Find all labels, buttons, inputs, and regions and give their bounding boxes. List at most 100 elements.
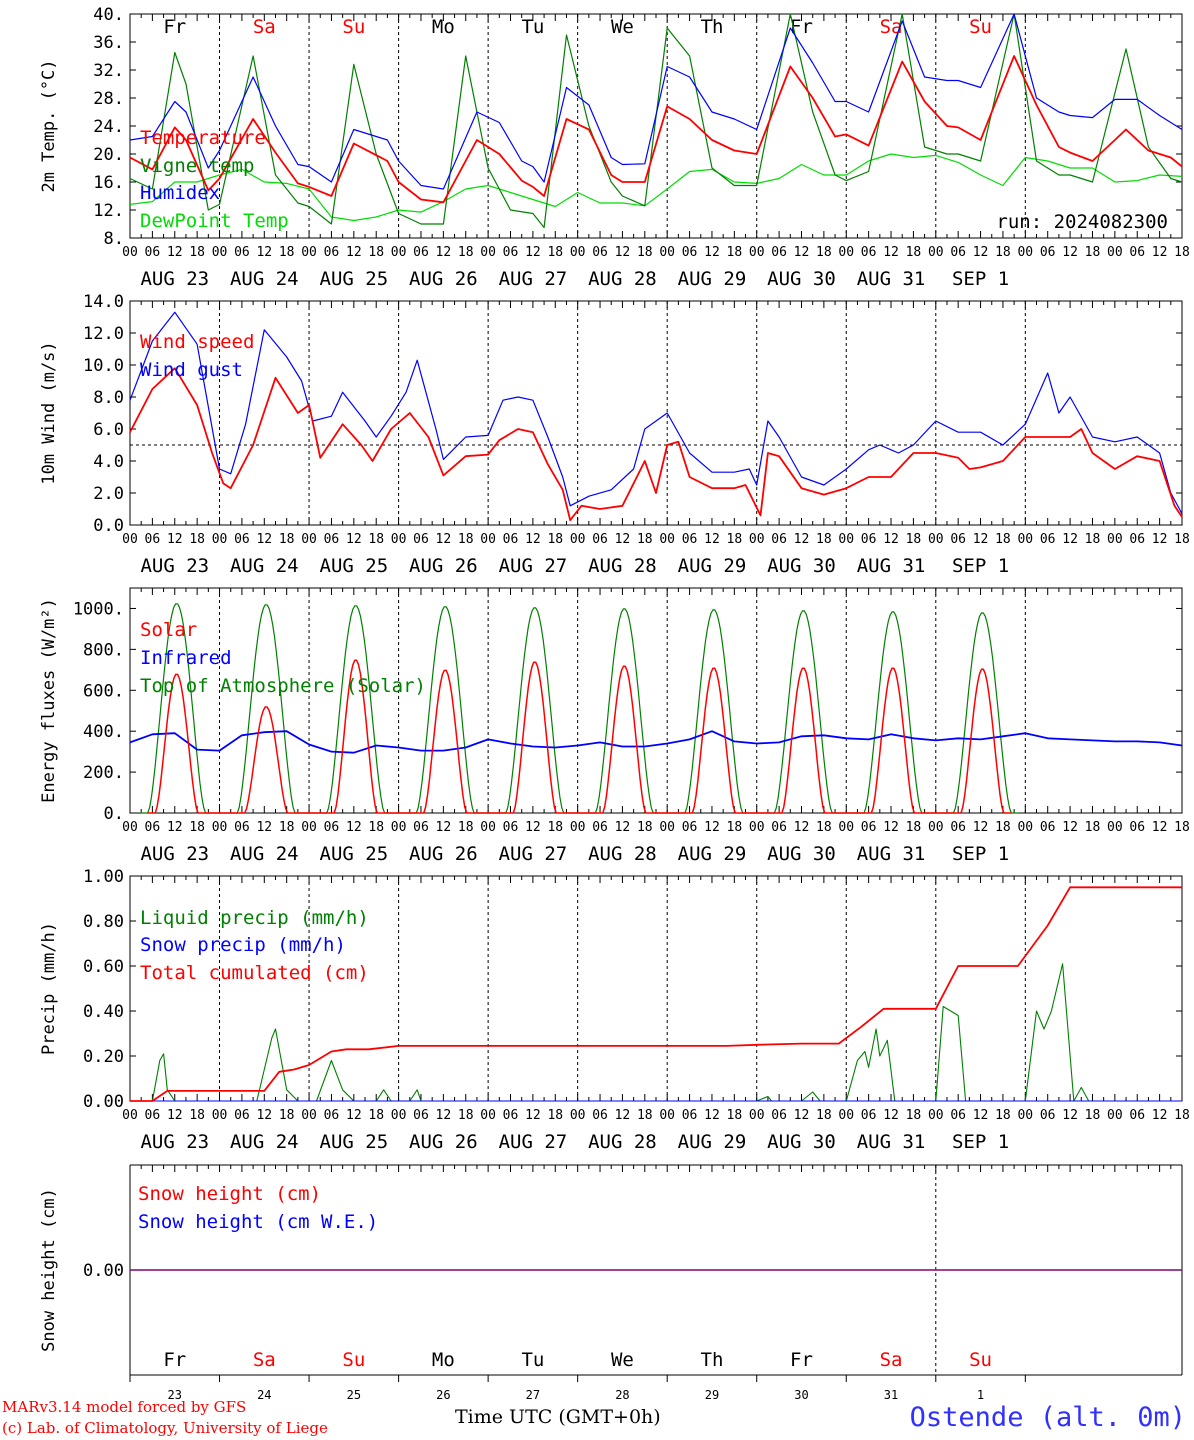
date-label: AUG 23 [140,1131,209,1153]
hour-tick-label: 12 [794,532,810,547]
y-tick-label: 0.80 [83,912,124,932]
hour-tick-label: 06 [592,245,608,260]
hour-tick-label: 06 [234,1108,250,1123]
hour-tick-label: 06 [861,1108,877,1123]
date-label: AUG 26 [409,1131,478,1153]
hour-tick-label: 12 [973,245,989,260]
hour-tick-label: 18 [547,1108,563,1123]
legend-entry: Wind gust [140,359,243,381]
hour-tick-label: 00 [480,245,496,260]
hour-tick-label: 18 [995,532,1011,547]
hour-tick-label: 00 [749,1108,765,1123]
hour-tick-label: 06 [1040,245,1056,260]
hour-tick-label: 00 [659,1108,675,1123]
hour-tick-label: 06 [771,245,787,260]
hour-tick-label: 12 [883,532,899,547]
hour-tick-label: 00 [928,820,944,835]
station-name: Ostende (alt. 0m) [909,1402,1186,1433]
legend-entry: Snow height (cm) [138,1183,321,1205]
panel-frame [129,587,1183,814]
hour-tick-label: 12 [704,820,720,835]
y-tick-label: 8.0 [93,388,124,408]
hour-tick-label: 00 [301,1108,317,1123]
hour-tick-label: 18 [279,1108,295,1123]
hour-tick-label: 00 [212,820,228,835]
hour-tick-label: 00 [570,820,586,835]
hour-tick-label: 00 [301,820,317,835]
hour-tick-label: 06 [1129,532,1145,547]
hour-tick-label: 00 [122,245,138,260]
hour-tick-label: 12 [615,820,631,835]
weekday-label: We [611,16,634,38]
hour-tick-label: 00 [301,245,317,260]
weekday-label: Fr [163,16,186,38]
hour-tick-label: 06 [592,1108,608,1123]
legend-entry: Total cumulated (cm) [140,962,369,984]
y-tick-label: 800. [83,640,124,660]
y-axis-label: 10m Wind (m/s) [39,341,59,484]
hour-tick-label: 18 [995,820,1011,835]
hour-tick-label: 18 [816,245,832,260]
date-label: AUG 25 [320,555,389,577]
hour-tick-label: 18 [1085,820,1101,835]
hour-tick-label: 00 [838,820,854,835]
hour-tick-label: 12 [525,532,541,547]
hour-tick-label: 00 [391,245,407,260]
hour-tick-label: 00 [1017,820,1033,835]
date-label: AUG 28 [588,555,657,577]
date-label: AUG 23 [140,268,209,290]
y-tick-label: 12.0 [83,324,124,344]
series-line-dewpoint-temp [129,153,1183,222]
hour-tick-label: 00 [1107,532,1123,547]
y-tick-label: 2.0 [93,484,124,504]
hour-tick-label: 18 [279,532,295,547]
hour-tick-label: 18 [906,532,922,547]
hour-tick-label: 12 [704,1108,720,1123]
x-axis-title: Time UTC (GMT+0h) [455,1406,661,1428]
y-axis-label: Precip (mm/h) [39,922,59,1055]
hour-tick-label: 06 [861,245,877,260]
series-line-wind-speed [129,367,1183,522]
hour-tick-label: 06 [234,245,250,260]
hour-tick-label: 12 [436,1108,452,1123]
hour-tick-label: 12 [436,532,452,547]
hour-tick-label: 18 [637,1108,653,1123]
weekday-label-bottom: Su [342,1349,365,1371]
hour-tick-label: 06 [682,245,698,260]
date-label: AUG 23 [140,555,209,577]
weekday-label-bottom: Fr [163,1349,186,1371]
hour-tick-label: 06 [145,1108,161,1123]
hour-tick-label: 06 [324,532,340,547]
hour-tick-label: 06 [682,820,698,835]
hour-tick-label: 00 [838,1108,854,1123]
hour-tick-label: 12 [346,820,362,835]
date-label: AUG 24 [230,843,299,865]
hour-tick-label: 00 [1017,1108,1033,1123]
hour-tick-label: 12 [346,532,362,547]
weekday-label: Su [342,16,365,38]
weekday-label: Fr [790,16,813,38]
hour-tick-label: 06 [950,1108,966,1123]
y-tick-label: 10.0 [83,356,124,376]
series-line-infrared [129,730,1183,754]
hour-tick-label: 18 [727,532,743,547]
hour-tick-label: 00 [928,1108,944,1123]
date-label: AUG 24 [230,1131,299,1153]
hour-tick-label: 12 [1152,1108,1168,1123]
hour-tick-label: 06 [771,532,787,547]
hour-tick-label: 18 [458,1108,474,1123]
hour-tick-label: 06 [413,820,429,835]
y-tick-label: 1.00 [83,867,124,887]
hour-tick-label: 06 [682,1108,698,1123]
hour-tick-label: 06 [413,245,429,260]
date-label: AUG 26 [409,555,478,577]
hour-tick-label: 06 [592,820,608,835]
y-tick-label: 400. [83,722,124,742]
hour-tick-label: 18 [906,1108,922,1123]
hour-tick-label: 18 [1174,532,1190,547]
y-axis-label: 2m Temp. (°C) [39,59,59,192]
y-tick-label: 6.0 [93,420,124,440]
hour-tick-label: 00 [570,1108,586,1123]
date-label: AUG 24 [230,555,299,577]
